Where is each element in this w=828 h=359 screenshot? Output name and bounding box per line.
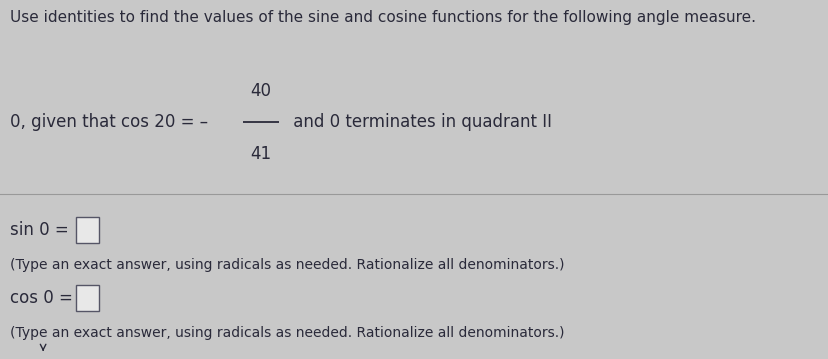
FancyBboxPatch shape	[76, 217, 99, 243]
Text: and 0 terminates in quadrant II: and 0 terminates in quadrant II	[287, 113, 551, 131]
Text: (Type an exact answer, using radicals as needed. Rationalize all denominators.): (Type an exact answer, using radicals as…	[10, 258, 564, 272]
Text: 0, given that cos 20 = –: 0, given that cos 20 = –	[10, 113, 213, 131]
Text: Use identities to find the values of the sine and cosine functions for the follo: Use identities to find the values of the…	[10, 10, 755, 25]
Text: sin 0 =: sin 0 =	[10, 221, 69, 239]
Text: (Type an exact answer, using radicals as needed. Rationalize all denominators.): (Type an exact answer, using radicals as…	[10, 326, 564, 340]
Text: cos 0 =: cos 0 =	[10, 289, 73, 307]
FancyBboxPatch shape	[76, 285, 99, 311]
Text: 40: 40	[250, 82, 272, 100]
Text: 41: 41	[250, 145, 272, 163]
